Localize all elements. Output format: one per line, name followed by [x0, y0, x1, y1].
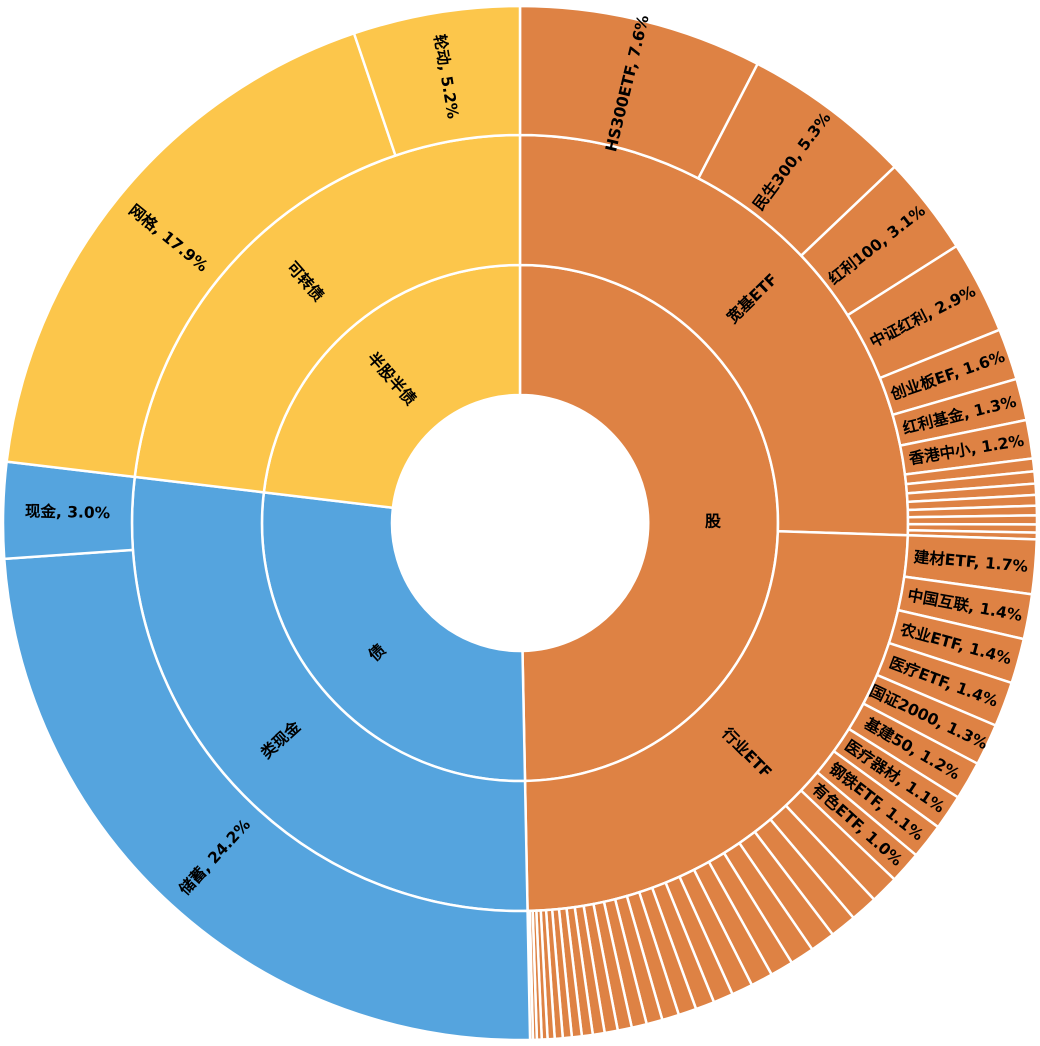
sunburst-segment[interactable]: [1, 460, 136, 561]
sunburst-segment[interactable]: [3, 548, 532, 1042]
sunburst-segment[interactable]: [352, 4, 522, 157]
